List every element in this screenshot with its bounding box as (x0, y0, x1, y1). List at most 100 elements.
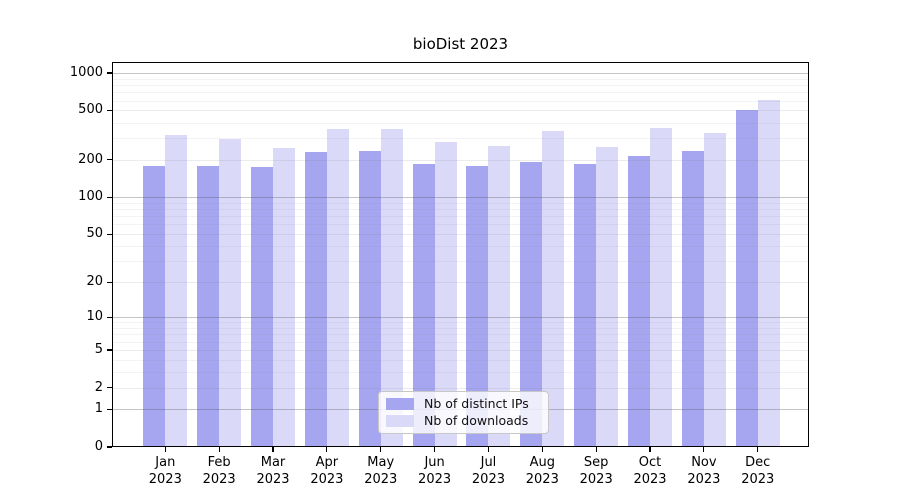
legend: Nb of distinct IPs Nb of downloads (378, 391, 549, 434)
y-tick-label-100: 100 (78, 189, 103, 205)
minor-gridline-800 (112, 85, 809, 87)
x-tick-label-may: May 2023 (364, 455, 398, 487)
bar-downloads-feb (219, 139, 242, 447)
x-tick-mark-jun (434, 447, 436, 452)
legend-item-distinct-ips: Nb of distinct IPs (386, 397, 540, 411)
bar-distinct-ips-sep (574, 164, 597, 447)
x-tick-mark-mar (272, 447, 274, 452)
legend-item-downloads: Nb of downloads (386, 414, 540, 428)
x-tick-label-apr: Apr 2023 (310, 455, 344, 487)
x-tick-mark-may (380, 447, 382, 452)
x-tick-label-aug: Aug 2023 (525, 455, 559, 487)
bar-distinct-ips-aug (520, 161, 543, 447)
bar-downloads-dec (757, 99, 780, 447)
minor-gridline-3 (112, 371, 809, 373)
y-tick-label-0: 0 (94, 439, 103, 454)
x-tick-mark-jan (164, 447, 166, 452)
gridline-100 (112, 197, 809, 199)
minor-gridline-300 (112, 138, 809, 140)
bar-distinct-ips-jan (143, 165, 166, 447)
bar-distinct-ips-jul (466, 166, 489, 447)
minor-gridline-9 (112, 322, 809, 324)
bar-distinct-ips-dec (735, 110, 758, 447)
bar-downloads-jul (488, 145, 511, 447)
bar-distinct-ips-feb (197, 165, 220, 447)
x-tick-label-jan: Jan 2023 (148, 455, 182, 487)
bar-downloads-may (380, 128, 403, 447)
chart-title: bioDist 2023 (412, 35, 509, 53)
bar-distinct-ips-nov (681, 150, 704, 447)
minor-gridline-400 (112, 122, 809, 124)
bar-downloads-nov (703, 133, 726, 447)
y-tick-label-20: 20 (86, 274, 103, 290)
minor-gridline-700 (112, 92, 809, 94)
x-tick-label-dec: Dec 2023 (741, 455, 775, 487)
x-tick-label-sep: Sep 2023 (579, 455, 613, 487)
minor-gridline-40 (112, 245, 809, 247)
gridline-10 (112, 317, 809, 319)
y-tick-mark-1 (107, 408, 112, 411)
gridline-2 (112, 387, 809, 389)
legend-label-distinct-ips: Nb of distinct IPs (424, 396, 529, 411)
x-tick-mark-aug (541, 447, 543, 452)
minor-gridline-70 (112, 216, 809, 218)
y-tick-label-10: 10 (86, 309, 103, 325)
bar-downloads-jun (434, 141, 457, 447)
y-tick-label-1000: 1000 (69, 65, 103, 80)
x-tick-label-feb: Feb 2023 (202, 455, 236, 487)
gridline-1000 (112, 73, 809, 74)
gridline-50 (112, 234, 809, 236)
legend-label-downloads: Nb of downloads (424, 413, 529, 428)
x-tick-label-jun: Jun 2023 (418, 455, 452, 487)
x-tick-label-jul: Jul 2023 (471, 455, 505, 487)
gridline-20 (112, 282, 809, 284)
x-tick-mark-feb (218, 447, 220, 452)
x-tick-mark-jul (487, 447, 490, 452)
bar-distinct-ips-oct (628, 155, 651, 447)
y-tick-label-500: 500 (78, 102, 103, 118)
x-tick-label-oct: Oct 2023 (633, 455, 667, 487)
x-tick-mark-dec (757, 447, 759, 452)
y-tick-label-200: 200 (78, 151, 103, 167)
y-tick-label-5: 5 (94, 342, 103, 357)
y-tick-label-1: 1 (94, 401, 103, 417)
bar-distinct-ips-apr (304, 152, 327, 447)
bar-downloads-sep (596, 147, 619, 447)
minor-gridline-900 (112, 78, 809, 80)
y-tick-mark-50 (107, 233, 112, 235)
y-tick-mark-1000 (107, 72, 112, 74)
y-tick-mark-2 (107, 386, 112, 389)
gridline-200 (112, 159, 809, 161)
y-tick-label-2: 2 (94, 379, 103, 395)
y-tick-mark-10 (107, 316, 112, 318)
bar-downloads-jan (165, 134, 188, 447)
y-tick-mark-100 (107, 196, 112, 198)
minor-gridline-80 (112, 209, 809, 211)
bar-distinct-ips-jun (412, 163, 435, 447)
y-tick-mark-500 (107, 109, 112, 112)
y-tick-label-50: 50 (86, 226, 103, 242)
gridline-500 (112, 110, 809, 112)
bar-downloads-oct (650, 127, 673, 447)
bar-downloads-apr (326, 128, 349, 447)
x-tick-mark-oct (649, 447, 651, 452)
minor-gridline-8 (112, 328, 809, 330)
bar-downloads-aug (542, 130, 565, 447)
x-tick-mark-apr (326, 447, 328, 452)
bar-downloads-mar (273, 148, 296, 447)
minor-gridline-60 (112, 224, 809, 226)
minor-gridline-30 (112, 261, 809, 263)
minor-gridline-90 (112, 202, 809, 204)
x-tick-label-nov: Nov 2023 (687, 455, 721, 487)
y-tick-mark-200 (107, 159, 112, 161)
y-tick-mark-5 (107, 349, 112, 351)
legend-swatch-downloads (386, 415, 414, 427)
x-tick-label-mar: Mar 2023 (256, 455, 290, 487)
minor-gridline-4 (112, 359, 809, 361)
minor-gridline-7 (112, 334, 809, 336)
gridline-5 (112, 350, 809, 351)
